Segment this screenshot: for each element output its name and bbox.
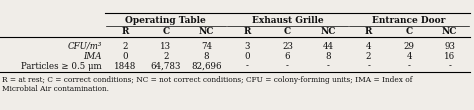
Text: 1848: 1848: [114, 61, 137, 71]
Text: NC: NC: [199, 27, 214, 36]
Text: Entrance Door: Entrance Door: [373, 16, 446, 25]
Text: 4: 4: [366, 41, 371, 50]
Text: C: C: [284, 27, 291, 36]
Text: 23: 23: [282, 41, 293, 50]
Text: 0: 0: [122, 51, 128, 61]
Text: 8: 8: [203, 51, 209, 61]
Text: Operating Table: Operating Table: [126, 16, 206, 25]
Text: 2: 2: [122, 41, 128, 50]
Text: 64,783: 64,783: [151, 61, 181, 71]
Text: 74: 74: [201, 41, 212, 50]
Text: 44: 44: [322, 41, 334, 50]
Text: R: R: [365, 27, 372, 36]
Text: 93: 93: [444, 41, 455, 50]
Text: -: -: [448, 61, 451, 71]
Text: C: C: [162, 27, 169, 36]
Text: 29: 29: [404, 41, 415, 50]
Text: R: R: [243, 27, 251, 36]
Text: 82,696: 82,696: [191, 61, 222, 71]
Text: NC: NC: [442, 27, 457, 36]
Text: R = at rest; C = correct conditions; NC = not correct conditions; CFU = colony-f: R = at rest; C = correct conditions; NC …: [2, 76, 412, 93]
Text: 0: 0: [244, 51, 250, 61]
Text: 3: 3: [244, 41, 250, 50]
Text: -: -: [246, 61, 248, 71]
Text: 2: 2: [163, 51, 169, 61]
Text: 13: 13: [160, 41, 171, 50]
Text: CFU/m³: CFU/m³: [68, 41, 102, 50]
Text: -: -: [367, 61, 370, 71]
Text: 4: 4: [406, 51, 412, 61]
Text: C: C: [406, 27, 413, 36]
Text: 6: 6: [285, 51, 290, 61]
Text: -: -: [286, 61, 289, 71]
Text: NC: NC: [320, 27, 336, 36]
Text: -: -: [408, 61, 410, 71]
Text: IMA: IMA: [83, 51, 102, 61]
Text: 2: 2: [366, 51, 371, 61]
Text: Particles ≥ 0.5 μm: Particles ≥ 0.5 μm: [21, 61, 102, 71]
Text: -: -: [327, 61, 329, 71]
Text: 8: 8: [325, 51, 331, 61]
Text: 16: 16: [444, 51, 456, 61]
Text: Exhaust Grille: Exhaust Grille: [252, 16, 323, 25]
Text: R: R: [122, 27, 129, 36]
